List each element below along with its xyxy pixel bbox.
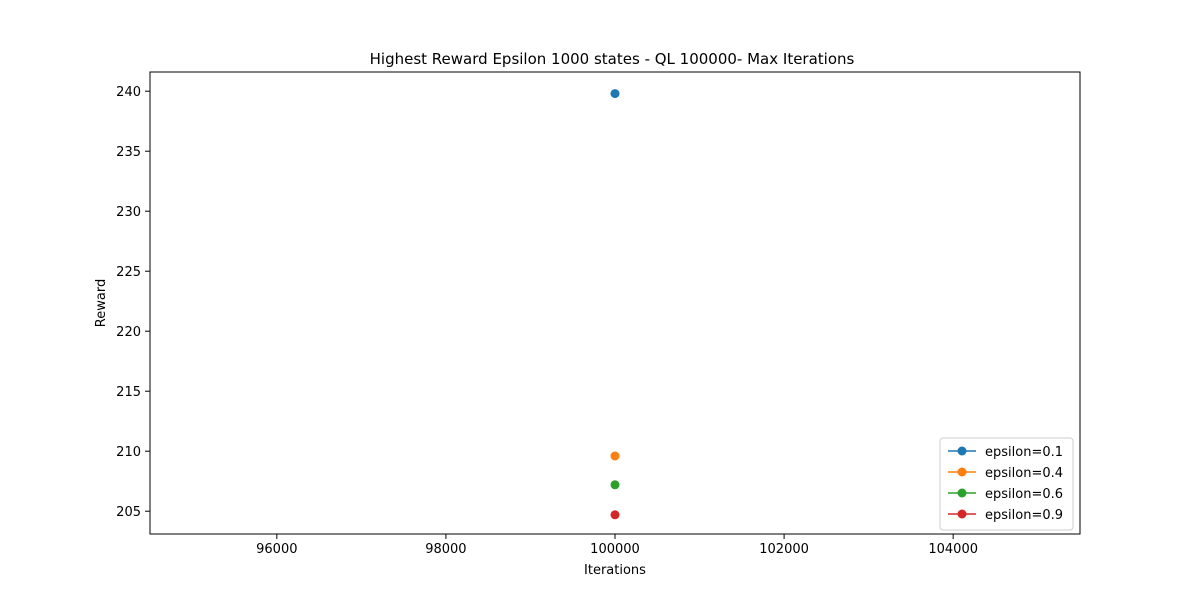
chart-title: Highest Reward Epsilon 1000 states - QL … <box>370 50 855 68</box>
y-tick-label: 225 <box>116 265 141 280</box>
legend-label: epsilon=0.6 <box>985 487 1063 502</box>
y-axis-label: Reward <box>94 279 109 327</box>
data-point <box>611 480 620 489</box>
legend-label: epsilon=0.9 <box>985 508 1063 523</box>
y-tick-label: 235 <box>116 145 141 160</box>
legend: epsilon=0.1 epsilon=0.4 epsilon=0.6 epsilon… <box>940 438 1073 530</box>
y-tick-label: 240 <box>116 85 141 100</box>
legend-label: epsilon=0.1 <box>985 445 1063 460</box>
y-tick-label: 210 <box>116 445 141 460</box>
y-tick-label: 220 <box>116 325 141 340</box>
data-point <box>611 89 620 98</box>
x-tick-label: 100000 <box>590 542 640 557</box>
legend-marker <box>958 468 967 477</box>
points-layer <box>611 89 620 519</box>
x-axis-label: Iterations <box>584 563 646 578</box>
data-point <box>611 510 620 519</box>
data-point <box>611 452 620 461</box>
x-tick-label: 98000 <box>425 542 466 557</box>
y-tick-label: 215 <box>116 385 141 400</box>
y-tick-label: 205 <box>116 505 141 520</box>
x-tick-label: 102000 <box>759 542 809 557</box>
y-tick-label: 230 <box>116 205 141 220</box>
legend-marker <box>958 447 967 456</box>
legend-marker <box>958 510 967 519</box>
ticks-layer: 96000 98000 100000 102000 104000 205 210 215 220… <box>116 85 978 557</box>
legend-label: epsilon=0.4 <box>985 466 1063 481</box>
legend-marker <box>958 489 967 498</box>
x-tick-label: 104000 <box>928 542 978 557</box>
x-tick-label: 96000 <box>256 542 297 557</box>
